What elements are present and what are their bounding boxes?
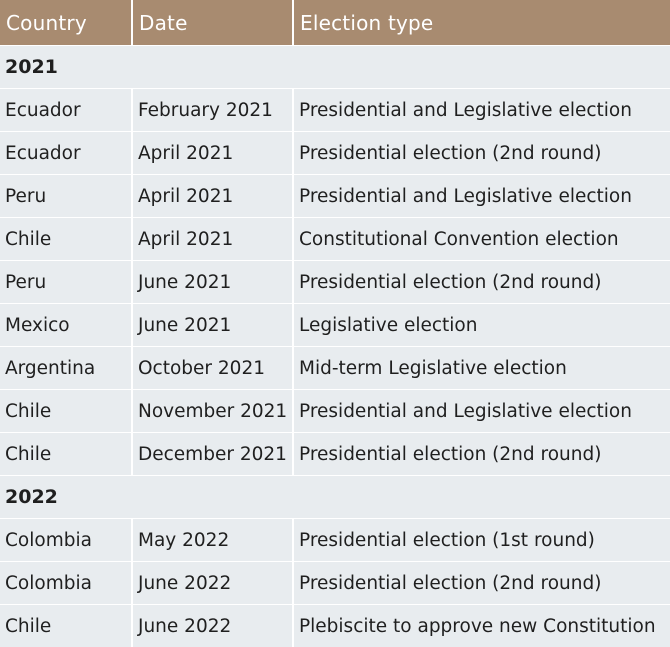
country-cell: Peru xyxy=(0,260,133,303)
election-type-cell: Presidential and Legislative election xyxy=(294,389,670,432)
date-cell: April 2021 xyxy=(133,174,294,217)
table-header: Country Date Election type xyxy=(0,0,670,45)
table-row: Ecuador February 2021 Presidential and L… xyxy=(0,88,670,131)
election-type-cell: Presidential election (2nd round) xyxy=(294,131,670,174)
date-cell: April 2021 xyxy=(133,217,294,260)
election-type-cell: Plebiscite to approve new Constitution xyxy=(294,604,670,647)
country-cell: Argentina xyxy=(0,346,133,389)
column-header-date: Date xyxy=(133,0,294,45)
election-type-cell: Presidential and Legislative election xyxy=(294,88,670,131)
date-cell: June 2021 xyxy=(133,260,294,303)
date-cell: December 2021 xyxy=(133,432,294,475)
country-cell: Chile xyxy=(0,389,133,432)
date-cell: June 2021 xyxy=(133,303,294,346)
table-row: Colombia May 2022 Presidential election … xyxy=(0,518,670,561)
year-heading: 2022 xyxy=(0,475,670,518)
election-type-cell: Presidential election (2nd round) xyxy=(294,260,670,303)
year-group-row: 2021 xyxy=(0,45,670,88)
country-cell: Peru xyxy=(0,174,133,217)
table-row: Peru April 2021 Presidential and Legisla… xyxy=(0,174,670,217)
election-type-cell: Mid-term Legislative election xyxy=(294,346,670,389)
election-type-cell: Presidential election (2nd round) xyxy=(294,432,670,475)
year-group-row: 2022 xyxy=(0,475,670,518)
country-cell: Mexico xyxy=(0,303,133,346)
election-type-cell: Presidential and Legislative election xyxy=(294,174,670,217)
table-row: Colombia June 2022 Presidential election… xyxy=(0,561,670,604)
date-cell: April 2021 xyxy=(133,131,294,174)
table-row: Chile December 2021 Presidential electio… xyxy=(0,432,670,475)
election-type-cell: Presidential election (1st round) xyxy=(294,518,670,561)
country-cell: Chile xyxy=(0,604,133,647)
table-row: Chile June 2022 Plebiscite to approve ne… xyxy=(0,604,670,647)
date-cell: November 2021 xyxy=(133,389,294,432)
year-heading: 2021 xyxy=(0,45,670,88)
table-row: Mexico June 2021 Legislative election xyxy=(0,303,670,346)
date-cell: June 2022 xyxy=(133,604,294,647)
election-type-cell: Legislative election xyxy=(294,303,670,346)
country-cell: Ecuador xyxy=(0,88,133,131)
country-cell: Colombia xyxy=(0,561,133,604)
country-cell: Chile xyxy=(0,432,133,475)
date-cell: June 2022 xyxy=(133,561,294,604)
date-cell: February 2021 xyxy=(133,88,294,131)
country-cell: Colombia xyxy=(0,518,133,561)
table-row: Peru June 2021 Presidential election (2n… xyxy=(0,260,670,303)
header-row: Country Date Election type xyxy=(0,0,670,45)
table-row: Chile April 2021 Constitutional Conventi… xyxy=(0,217,670,260)
country-cell: Chile xyxy=(0,217,133,260)
table-row: Chile November 2021 Presidential and Leg… xyxy=(0,389,670,432)
table-row: Argentina October 2021 Mid-term Legislat… xyxy=(0,346,670,389)
date-cell: May 2022 xyxy=(133,518,294,561)
election-type-cell: Presidential election (2nd round) xyxy=(294,561,670,604)
election-type-cell: Constitutional Convention election xyxy=(294,217,670,260)
table-row: Ecuador April 2021 Presidential election… xyxy=(0,131,670,174)
column-header-country: Country xyxy=(0,0,133,45)
date-cell: October 2021 xyxy=(133,346,294,389)
table-body: 2021 Ecuador February 2021 Presidential … xyxy=(0,45,670,647)
country-cell: Ecuador xyxy=(0,131,133,174)
column-header-election-type: Election type xyxy=(294,0,670,45)
